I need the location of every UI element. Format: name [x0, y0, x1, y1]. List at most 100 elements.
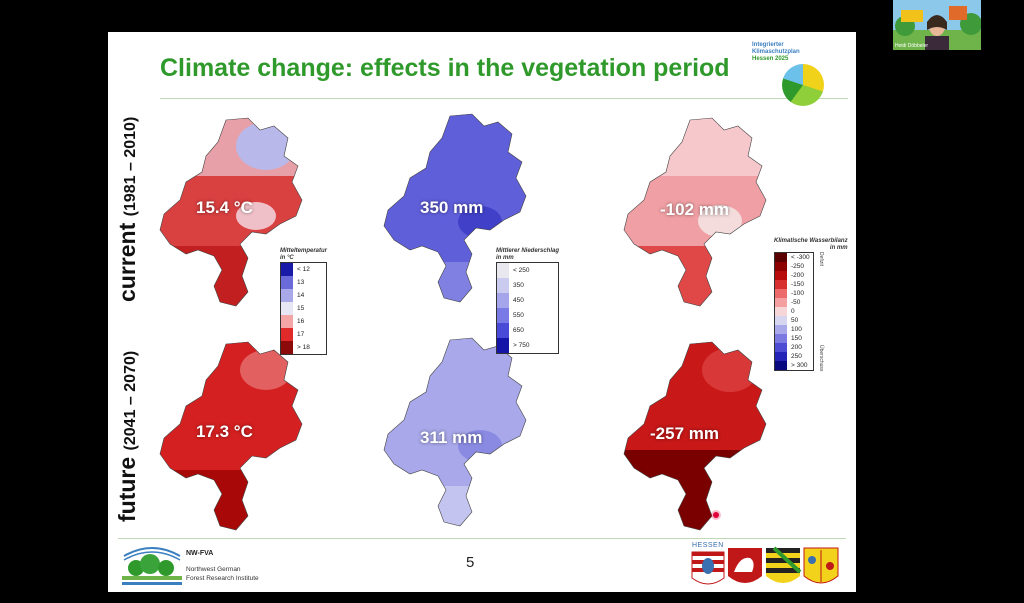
legend-value: -200: [791, 272, 805, 279]
org-abbreviation: NW-FVA: [186, 550, 214, 557]
legend-swatch: [775, 361, 787, 370]
legend-swatch: [775, 262, 787, 271]
legend-swatch: [775, 343, 787, 352]
legend-swatch: [497, 308, 509, 323]
legend-entry: 15: [281, 302, 326, 315]
webcam-participant-name: Heidi Döbbeler: [895, 43, 929, 49]
legend-value: > 750: [513, 342, 530, 349]
state-crests: HESSEN: [690, 542, 840, 590]
row-label-text: future: [114, 456, 140, 522]
legend-temperature: Mitteltemperatur in °C < 12 13 14 15 16 17 > 1…: [280, 248, 328, 355]
legend-entry: 450: [497, 293, 558, 308]
legend-value: > 300: [791, 362, 808, 369]
legend-value: 13: [297, 279, 305, 286]
legend-color-box: < 250 350 450 550 650 > 750: [496, 262, 560, 354]
legend-unit: in mm: [496, 255, 514, 261]
laser-pointer: [713, 512, 719, 518]
legend-value: 200: [791, 344, 802, 351]
forest-icon: [122, 547, 182, 585]
legend-swatch: [281, 302, 293, 315]
legend-value: 16: [297, 318, 305, 325]
legend-entry: > 18: [281, 341, 326, 354]
logo-text-line3: Hessen 2025: [752, 56, 789, 62]
org-name-line1: Northwest German: [186, 566, 241, 573]
legend-value: 550: [513, 312, 524, 319]
map-current-water-balance: -102 mm: [620, 116, 770, 313]
legend-deficit-label: Defizit: [818, 252, 824, 266]
row-period-text: (1981 – 2010): [122, 116, 139, 217]
nwfva-logo: NW-FVA Northwest German Forest Research …: [122, 542, 272, 588]
legend-value: < 12: [297, 266, 310, 273]
legend-scale: < -300 -250 -200 -150 -100 -50 0 50 100 150 200 250…: [774, 252, 814, 371]
legend-swatch: [775, 307, 787, 316]
legend-unit: in mm: [829, 245, 848, 251]
footer-divider: [118, 538, 846, 539]
legend-title: Mittlerer Niederschlag: [496, 248, 560, 254]
value-label: -257 mm: [650, 424, 719, 443]
presentation-slide: Climate change: effects in the vegetatio…: [108, 32, 856, 592]
value-label: 311 mm: [420, 428, 483, 447]
legend-swatch: [775, 352, 787, 361]
legend-entry: -150: [775, 280, 813, 289]
legend-value: -150: [791, 281, 805, 288]
legend-value: -250: [791, 263, 805, 270]
legend-entry: < 12: [281, 263, 326, 276]
legend-swatch: [775, 289, 787, 298]
legend-swatch: [497, 263, 509, 278]
legend-value: > 18: [297, 344, 310, 351]
legend-value: 50: [791, 317, 799, 324]
value-label: -102 mm: [660, 200, 729, 219]
title-divider: [160, 98, 848, 99]
legend-swatch: [775, 271, 787, 280]
klimaschutzplan-logo: Integrierter Klimaschutzplan Hessen 2025: [748, 42, 848, 106]
webcam-scene: [893, 0, 981, 50]
legend-swatch: [775, 334, 787, 343]
legend-entry: 17: [281, 328, 326, 341]
legend-entry: 0: [775, 307, 813, 316]
org-name-line2: Forest Research Institute: [186, 575, 259, 582]
legend-swatch: [497, 293, 509, 308]
value-label: 15.4 °C: [196, 198, 253, 217]
legend-swatch: [281, 276, 293, 289]
legend-swatch: [775, 325, 787, 334]
legend-color-box: < -300 -250 -200 -150 -100 -50 0 50 100 150 200 250…: [774, 252, 814, 371]
legend-entry: 50: [775, 316, 813, 325]
value-label: 350 mm: [420, 198, 484, 217]
legend-swatch: [497, 323, 509, 338]
row-label-future: future (2041 – 2070): [114, 351, 141, 522]
legend-value: -50: [791, 299, 801, 306]
logo-circle-icon: [782, 64, 824, 106]
legend-surplus-label: Überschuss: [818, 344, 824, 371]
legend-entry: 16: [281, 315, 326, 328]
legend-color-box: < 12 13 14 15 16 17 > 18: [280, 262, 328, 355]
row-period-text: (2041 – 2070): [122, 350, 139, 451]
legend-swatch: [281, 315, 293, 328]
map-current-temperature: 15.4 °C: [156, 116, 306, 313]
legend-value: 150: [791, 335, 802, 342]
legend-water-balance: Klimatische Wasserbilanz in mm < -300 -25…: [774, 238, 848, 371]
legend-entry: 150: [775, 334, 813, 343]
legend-entry: > 300: [775, 361, 813, 370]
legend-value: 450: [513, 297, 524, 304]
row-label-text: current: [114, 222, 140, 302]
legend-entry: 650: [497, 323, 558, 338]
hessen-label: HESSEN: [692, 542, 724, 549]
logo-text-line1: Integrierter: [752, 42, 784, 48]
legend-entry: 200: [775, 343, 813, 352]
legend-swatch: [775, 316, 787, 325]
slide-title: Climate change: effects in the vegetatio…: [160, 54, 730, 82]
logo-text-line2: Klimaschutzplan: [752, 49, 800, 55]
legend-unit: in °C: [280, 255, 294, 261]
legend-entry: -50: [775, 298, 813, 307]
legend-entry: 100: [775, 325, 813, 334]
map-future-water-balance: -257 mm: [620, 340, 770, 537]
legend-swatch: [497, 278, 509, 293]
legend-swatch: [281, 263, 293, 276]
map-future-temperature: 17.3 °C: [156, 340, 306, 537]
legend-swatch: [775, 253, 787, 262]
row-label-current: current (1981 – 2010): [114, 117, 141, 302]
legend-entry: 14: [281, 289, 326, 302]
webcam-thumbnail[interactable]: Heidi Döbbeler: [893, 0, 981, 50]
legend-value: 650: [513, 327, 524, 334]
legend-entry: > 750: [497, 338, 558, 353]
